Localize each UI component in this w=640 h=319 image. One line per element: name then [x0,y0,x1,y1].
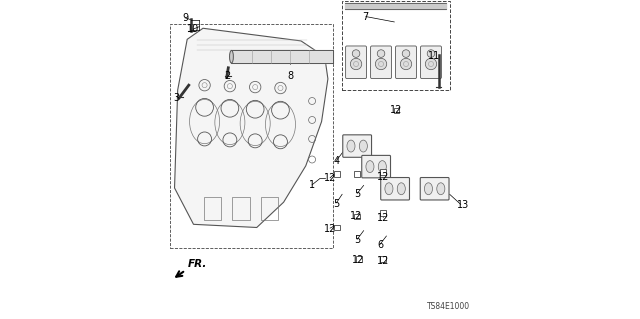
Text: 12: 12 [324,174,336,183]
FancyBboxPatch shape [420,178,449,200]
Text: 12: 12 [377,256,389,266]
Text: 12: 12 [353,255,365,265]
Circle shape [375,58,387,70]
Ellipse shape [347,140,355,152]
Bar [232,197,250,219]
Text: FR.: FR. [188,259,207,269]
Text: 12: 12 [350,211,362,221]
Text: 3: 3 [173,93,179,103]
FancyBboxPatch shape [343,135,372,157]
Ellipse shape [359,140,367,152]
Bar [380,211,386,216]
Text: 9: 9 [182,13,188,23]
Circle shape [401,58,412,70]
FancyBboxPatch shape [396,46,417,78]
Text: 12: 12 [377,213,389,223]
FancyBboxPatch shape [371,46,392,78]
Text: 12: 12 [324,224,336,234]
Text: 10: 10 [187,24,199,34]
Polygon shape [175,28,328,227]
FancyBboxPatch shape [346,46,367,78]
Text: 4: 4 [333,156,339,166]
Text: 8: 8 [287,71,293,81]
Ellipse shape [436,183,445,195]
Text: 12: 12 [390,106,403,115]
Circle shape [402,50,410,57]
Text: 5: 5 [354,235,360,245]
Bar [204,197,221,219]
Ellipse shape [385,183,393,195]
Bar [334,171,340,177]
Text: 7: 7 [362,12,368,22]
Bar [356,256,362,262]
Text: 13: 13 [457,200,469,210]
Text: 5: 5 [333,199,340,209]
Bar [394,108,399,113]
Ellipse shape [230,50,234,63]
Bar [334,225,340,230]
Bar [355,171,360,177]
Bar [170,24,333,248]
Text: 12: 12 [377,172,389,182]
Bar [342,1,450,90]
Circle shape [377,50,385,57]
Circle shape [352,50,360,57]
Ellipse shape [378,161,387,173]
Text: 2: 2 [225,71,231,81]
FancyBboxPatch shape [362,155,390,178]
Ellipse shape [397,183,405,195]
Ellipse shape [366,161,374,173]
Text: 1: 1 [309,180,315,190]
Bar [380,256,386,262]
Circle shape [350,58,362,70]
FancyBboxPatch shape [420,46,442,78]
Circle shape [427,50,435,57]
Text: 5: 5 [354,189,360,199]
Text: TS84E1000: TS84E1000 [427,302,470,311]
Circle shape [426,58,436,70]
Bar [380,169,386,175]
Ellipse shape [424,183,433,195]
Bar [260,197,278,219]
FancyBboxPatch shape [381,178,410,200]
Bar [355,214,360,219]
Text: 6: 6 [377,240,383,250]
Text: 11: 11 [428,51,440,61]
